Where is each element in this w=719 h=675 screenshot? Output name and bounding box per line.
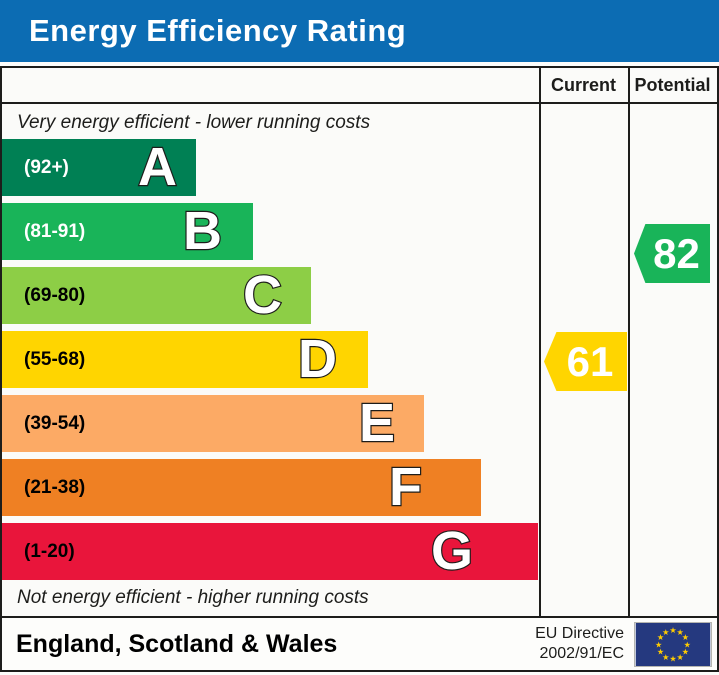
current-column-divider — [539, 68, 541, 616]
svg-text:★: ★ — [657, 632, 664, 642]
current-rating-marker: 61 — [544, 332, 627, 391]
band-letter: F — [388, 457, 423, 517]
rating-band: (55-68) D — [2, 329, 368, 389]
band-range-label: (39-54) — [24, 412, 86, 434]
svg-text:★: ★ — [669, 625, 676, 635]
svg-text:★: ★ — [682, 632, 689, 642]
svg-text:★: ★ — [655, 639, 662, 649]
svg-text:★: ★ — [662, 651, 669, 661]
column-header-potential: Potential — [634, 75, 711, 95]
region-label: England, Scotland & Wales — [16, 629, 338, 658]
band-range-label: (55-68) — [24, 348, 86, 370]
band-range-label: (1-20) — [24, 540, 75, 562]
band-range-label: (21-38) — [24, 476, 86, 498]
eu-flag-icon: ★ ★ ★ ★ ★ ★ ★ ★ ★ ★ ★ ★ — [634, 621, 712, 667]
column-header-current: Current — [550, 75, 616, 95]
rating-band: (1-20) G — [2, 521, 538, 581]
page-title: Energy Efficiency Rating — [29, 13, 407, 48]
svg-text:★: ★ — [677, 626, 684, 636]
top-note: Very energy efficient - lower running co… — [17, 112, 371, 133]
rating-band: (21-38) F — [2, 457, 481, 517]
svg-text:★: ★ — [669, 653, 676, 663]
band-range-label: (81-91) — [24, 220, 86, 242]
svg-text:★: ★ — [662, 626, 669, 636]
eu-directive-line1: EU Directive — [535, 625, 624, 642]
rating-band: (92+) A — [2, 137, 196, 197]
band-letter: B — [182, 201, 223, 261]
eu-directive-line2: 2002/91/EC — [539, 645, 624, 662]
eu-directive-label: EU Directive 2002/91/EC — [535, 624, 624, 664]
svg-text:★: ★ — [684, 639, 691, 649]
epc-chart: Current Potential Very energy efficient … — [0, 66, 719, 618]
bottom-note: Not energy efficient - higher running co… — [17, 587, 369, 608]
svg-text:★: ★ — [682, 646, 689, 656]
band-range-label: (92+) — [24, 156, 69, 178]
potential-rating-marker: 82 — [634, 224, 710, 283]
rating-band: (81-91) B — [2, 201, 253, 261]
rating-band: (69-80) C — [2, 265, 311, 325]
band-letter: E — [358, 393, 396, 453]
band-letter: D — [297, 329, 338, 389]
footer: England, Scotland & Wales EU Directive 2… — [0, 618, 719, 672]
potential-rating-value: 82 — [653, 229, 700, 277]
band-range-label: (69-80) — [24, 284, 86, 306]
potential-column-divider — [628, 68, 630, 616]
band-letter: C — [242, 265, 283, 325]
current-rating-value: 61 — [566, 337, 614, 385]
header-underline — [2, 102, 717, 104]
svg-text:★: ★ — [657, 646, 664, 656]
title-bar: Energy Efficiency Rating — [0, 0, 719, 62]
rating-band: (39-54) E — [2, 393, 424, 453]
band-letter: G — [430, 521, 474, 581]
band-letter: A — [137, 137, 178, 197]
svg-text:★: ★ — [677, 651, 684, 661]
